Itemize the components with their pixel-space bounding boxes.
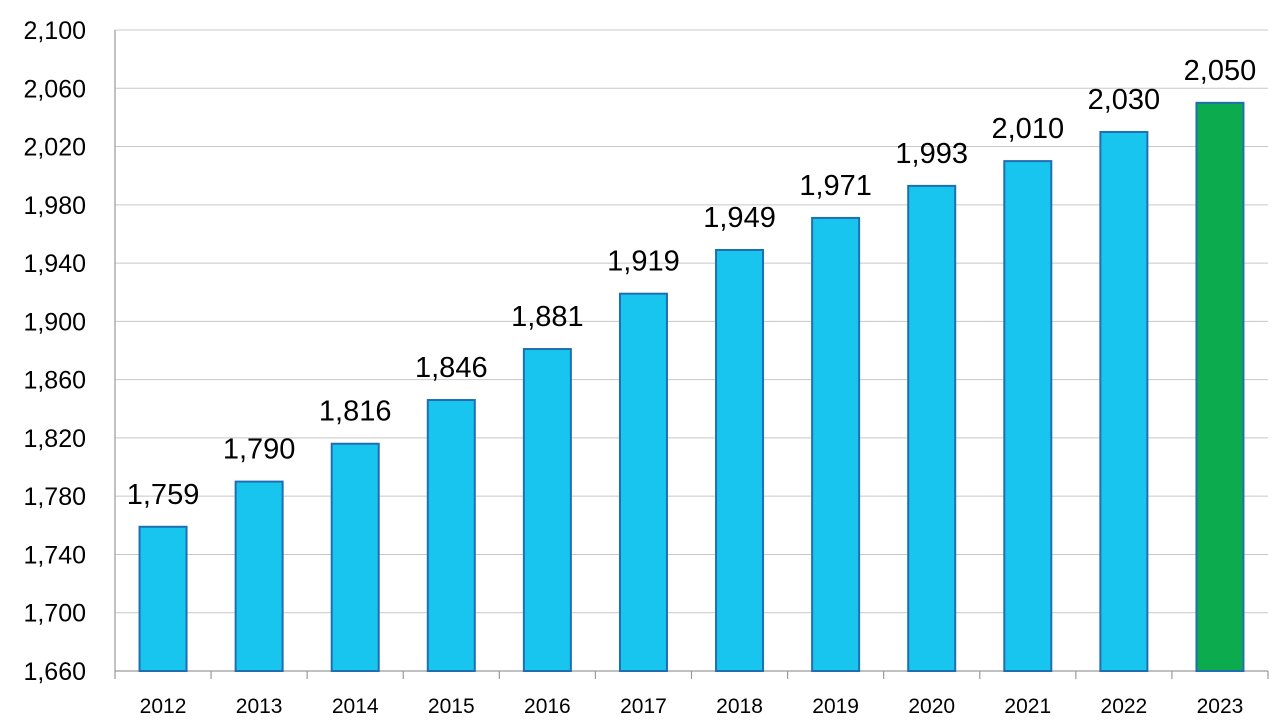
bar-2023: [1195, 101, 1245, 673]
y-tick-label: 1,900: [23, 308, 86, 336]
data-label-2015: 1,846: [415, 352, 488, 384]
y-tick-label: 1,700: [23, 600, 86, 628]
data-label-2019: 1,971: [799, 170, 872, 202]
data-label-2022: 2,030: [1088, 84, 1161, 116]
data-label-2014: 1,816: [319, 396, 392, 428]
x-tick-label: 2017: [620, 695, 667, 718]
data-label-2021: 2,010: [992, 113, 1065, 145]
data-labels: 1,759 1,790 1,816 1,846 1,881 1,919 1,949 1,971…: [127, 55, 1256, 511]
bar-2018: [715, 248, 765, 672]
data-label-2012: 1,759: [127, 479, 200, 511]
y-tick-label: 1,780: [23, 483, 86, 511]
x-tick-label: 2012: [140, 695, 187, 718]
x-tick-label: 2015: [428, 695, 475, 718]
gridlines: [115, 29, 1268, 614]
bar-2019: [811, 216, 861, 673]
data-label-2018: 1,949: [703, 202, 776, 234]
y-tick-label: 2,100: [23, 17, 86, 45]
y-tick-label: 1,860: [23, 367, 86, 395]
x-tick-label: 2016: [524, 695, 571, 718]
y-tick-label: 2,020: [23, 134, 86, 162]
data-label-2023: 2,050: [1184, 55, 1257, 87]
y-tick-label: 1,740: [23, 541, 86, 569]
bar-2012: [138, 525, 188, 673]
data-label-2013: 1,790: [223, 434, 296, 466]
data-label-2016: 1,881: [511, 301, 584, 333]
bar-2013: [234, 480, 284, 673]
bar-2021: [1003, 160, 1053, 672]
bar-2020: [907, 184, 957, 672]
data-label-2017: 1,919: [607, 246, 680, 278]
x-tick-label: 2020: [908, 695, 955, 718]
y-tick-label: 1,980: [23, 192, 86, 220]
x-axis-tick-labels: 2012 2013 2014 2015 2016 2017 2018 2019 2020 2021…: [140, 695, 1244, 718]
x-tick-label: 2022: [1101, 695, 1148, 718]
bar-2014: [330, 442, 380, 672]
y-axis-tick-labels: 1,660 1,700 1,740 1,780 1,820 1,860 1,900 1,940…: [23, 17, 86, 686]
x-tick-label: 2014: [332, 695, 379, 718]
bar-2017: [618, 292, 668, 672]
y-tick-label: 1,820: [23, 425, 86, 453]
bar-2022: [1099, 130, 1149, 672]
bar-2015: [426, 399, 476, 672]
x-tick-label: 2021: [1004, 695, 1051, 718]
axes: [114, 30, 1269, 679]
x-tick-label: 2023: [1197, 695, 1244, 718]
y-tick-label: 2,060: [23, 75, 86, 103]
data-label-2020: 1,993: [895, 138, 968, 170]
y-tick-label: 1,940: [23, 250, 86, 278]
x-tick-label: 2013: [236, 695, 283, 718]
x-tick-label: 2018: [716, 695, 763, 718]
x-tick-label: 2019: [812, 695, 859, 718]
bar-2016: [522, 348, 572, 672]
bars: [138, 101, 1245, 673]
y-tick-label: 1,660: [23, 658, 86, 686]
